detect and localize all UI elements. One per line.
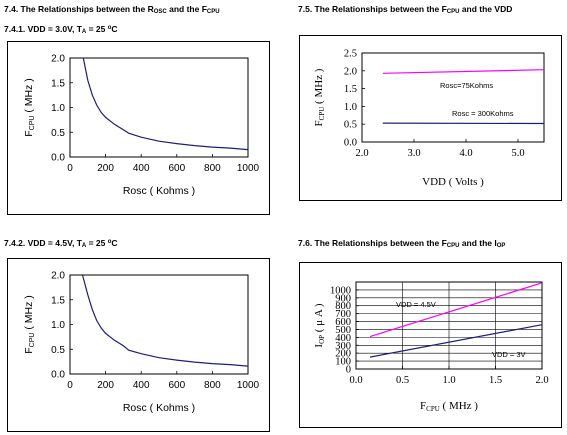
plot-area bbox=[361, 52, 545, 143]
x-tick-label: 0.5 bbox=[396, 375, 409, 386]
chart-panel-7-4-1: 0 200 400 600 800 1000 0.0 0.5 1.0 1.5 2.0 Rosc ( K… bbox=[7, 41, 270, 215]
series-line-1 bbox=[382, 69, 545, 74]
x-tick-label: 800 bbox=[204, 380, 221, 391]
heading-7-5: 7.5. The Relationships between the FCPU … bbox=[298, 4, 513, 15]
series-line-1 bbox=[369, 282, 543, 338]
y-tick-label: 1.5 bbox=[51, 295, 65, 306]
x-axis-label: VDD ( Volts ) bbox=[422, 176, 484, 188]
x-axis-label: Rosc ( Kohms ) bbox=[123, 402, 195, 414]
x-tick-label: 200 bbox=[97, 380, 114, 391]
y-tick-label: 1.0 bbox=[51, 103, 65, 114]
y-tick-label: 500 bbox=[335, 325, 351, 336]
x-tick-label: 1.0 bbox=[442, 375, 455, 386]
series-label-rosc-300k: Rosc = 300Kohms bbox=[452, 109, 514, 118]
y-tick-label: 1.5 bbox=[344, 84, 357, 95]
x-tick-label: 800 bbox=[204, 163, 221, 174]
heading-7-4: 7.4. The Relationships between the ROSC … bbox=[4, 4, 220, 15]
y-tick-label: 0.5 bbox=[344, 120, 357, 131]
series-line-1 bbox=[81, 274, 249, 367]
y-tick-label: 600 bbox=[335, 317, 351, 328]
heading-7-6: 7.6. The Relationships between the FCPU … bbox=[298, 238, 506, 249]
y-tick-label: 100 bbox=[335, 357, 351, 368]
heading-7-4-2: 7.4.2. VDD = 4.5V, TA = 25 oC bbox=[4, 238, 118, 249]
y-axis-label: IOP ( μ A ) bbox=[313, 303, 326, 348]
y-axis-label: FCPU ( MHz ) bbox=[23, 295, 36, 354]
series-label-vdd-4-5v: VDD = 4.5V bbox=[396, 300, 436, 309]
x-tick-label: 4.0 bbox=[459, 148, 472, 159]
series-label-vdd-3v: VDD = 3V bbox=[492, 350, 526, 359]
plot-area bbox=[69, 57, 249, 158]
x-tick-label: 1.5 bbox=[489, 375, 502, 386]
chart-panel-7-6: 0.0 0.5 1.0 1.5 2.0 0 100 200 300 400 500 600 700 800… bbox=[299, 262, 562, 428]
y-tick-label: 0 bbox=[346, 365, 351, 376]
y-tick-label: 200 bbox=[335, 349, 351, 360]
x-tick-label: 2.0 bbox=[535, 375, 548, 386]
chart-7-6: 0.0 0.5 1.0 1.5 2.0 0100200300400500600700800… bbox=[313, 281, 549, 413]
y-tick-label: 2.0 bbox=[344, 66, 357, 77]
y-tick-label: 1000 bbox=[330, 285, 351, 296]
y-tick-label: 0.0 bbox=[344, 138, 357, 149]
y-tick-label: 2.5 bbox=[344, 49, 357, 60]
y-axis-label: FCPU ( MHz ) bbox=[313, 68, 326, 126]
series-label-rosc-75k: Rosc=75Kohms bbox=[440, 81, 493, 90]
x-tick-label: 1000 bbox=[237, 380, 260, 391]
chart-7-5: 2.0 3.0 4.0 5.0 0.0 0.5 1.0 1.5 2.0 2.5 VDD ( Volt… bbox=[313, 49, 545, 188]
x-tick-label: 5.0 bbox=[511, 148, 524, 159]
x-tick-label: 0 bbox=[67, 380, 73, 391]
chart-panel-7-4-2: 0 200 400 600 800 1000 0.0 0.5 1.0 1.5 2.0 Rosc ( K… bbox=[7, 258, 270, 432]
y-tick-label: 0.0 bbox=[51, 153, 65, 164]
plot-area bbox=[69, 274, 249, 375]
x-tick-label: 2.0 bbox=[355, 148, 368, 159]
x-tick-label: 600 bbox=[168, 163, 185, 174]
y-tick-label: 900 bbox=[335, 293, 351, 304]
y-tick-label: 300 bbox=[335, 341, 351, 352]
x-axis-label: Rosc ( Kohms ) bbox=[123, 185, 195, 197]
y-tick-label: 800 bbox=[335, 301, 351, 312]
x-tick-label: 3.0 bbox=[407, 148, 420, 159]
x-tick-label: 600 bbox=[168, 380, 185, 391]
y-tick-label: 1.0 bbox=[344, 102, 357, 113]
x-tick-label: 200 bbox=[97, 163, 114, 174]
y-tick-label: 0.5 bbox=[51, 345, 65, 356]
x-tick-label: 400 bbox=[133, 163, 150, 174]
y-tick-label: 0.5 bbox=[51, 128, 65, 139]
chart-7-4-1: 0 200 400 600 800 1000 0.0 0.5 1.0 1.5 2.0 Rosc ( K… bbox=[23, 54, 260, 198]
heading-7-4-1: 7.4.1. VDD = 3.0V, TA = 25 oC bbox=[4, 24, 118, 35]
y-tick-label: 700 bbox=[335, 309, 351, 320]
y-tick-label: 1.0 bbox=[51, 320, 65, 331]
x-tick-label: 400 bbox=[133, 380, 150, 391]
x-axis-label: FCPU ( MHz ) bbox=[420, 400, 478, 413]
series-line-2 bbox=[369, 324, 543, 358]
x-tick-label: 1000 bbox=[237, 163, 260, 174]
chart-panel-7-5: 2.0 3.0 4.0 5.0 0.0 0.5 1.0 1.5 2.0 2.5 VDD ( Volt… bbox=[299, 35, 562, 201]
x-tick-label: 0 bbox=[67, 163, 73, 174]
y-tick-label: 2.0 bbox=[51, 54, 65, 65]
x-tick-label: 0.0 bbox=[349, 375, 362, 386]
chart-7-4-2: 0 200 400 600 800 1000 0.0 0.5 1.0 1.5 2.0 Rosc ( K… bbox=[23, 271, 260, 415]
y-axis-label: FCPU ( MHz ) bbox=[23, 78, 36, 137]
y-tick-label: 400 bbox=[335, 333, 351, 344]
y-tick-label: 2.0 bbox=[51, 271, 65, 282]
y-tick-label: 1.5 bbox=[51, 78, 65, 89]
y-tick-label: 0.0 bbox=[51, 370, 65, 381]
series-line-1 bbox=[82, 57, 249, 151]
